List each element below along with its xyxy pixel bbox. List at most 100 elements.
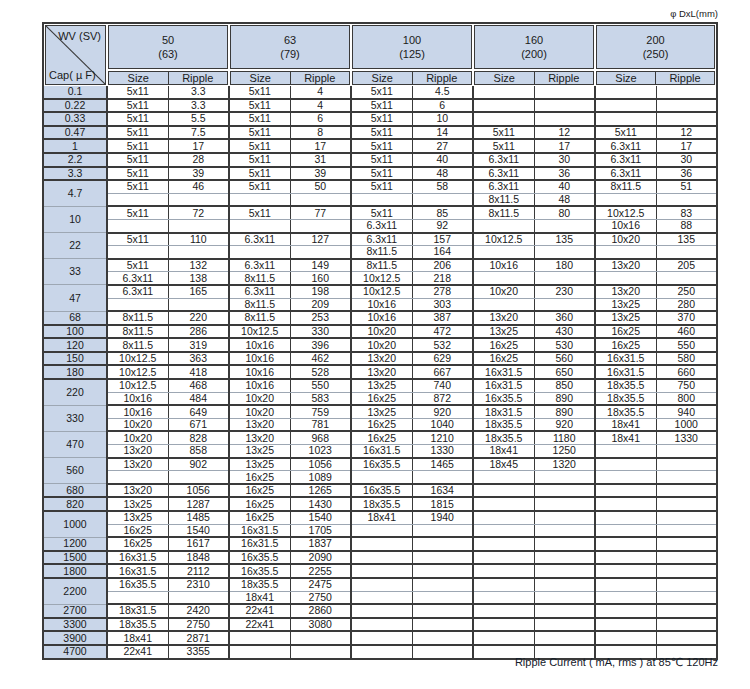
size-cell <box>595 537 656 551</box>
ripple-cell: 31 <box>290 153 351 167</box>
size-cell: 10x12.5 <box>473 233 534 246</box>
ripple-cell <box>168 471 229 484</box>
ripple-cell: 396 <box>290 338 351 352</box>
size-cell <box>595 618 656 632</box>
ripple-cell: 138 <box>168 272 229 285</box>
ripple-cell: 5.5 <box>168 112 229 126</box>
size-cell <box>595 631 656 645</box>
ripple-cell: 14 <box>412 126 473 140</box>
size-cell <box>473 537 534 551</box>
ripple-cell <box>168 193 229 206</box>
size-cell <box>107 471 168 484</box>
size-cell: 13x25 <box>107 511 168 524</box>
size-cell: 8x11.5 <box>107 311 168 325</box>
ripple-cell: 30 <box>534 153 595 167</box>
size-cell: 18x41 <box>107 631 168 645</box>
ripple-cell: 48 <box>534 193 595 206</box>
table-row: 100013x25148516x25154018x411940 <box>43 511 717 524</box>
size-cell: 16x35.5 <box>351 484 412 498</box>
ripple-cell: 550 <box>656 338 717 352</box>
ripple-cell <box>534 246 595 259</box>
size-cell: 5x11 <box>473 126 534 140</box>
size-cell <box>351 193 412 206</box>
table-row: 0.475x117.55x1185x11145x11125x1112 <box>43 126 717 140</box>
size-cell: 16x31.5 <box>473 365 534 379</box>
size-cell: 5x11 <box>229 126 290 140</box>
ripple-cell: 2871 <box>168 631 229 645</box>
ripple-cell <box>656 591 717 604</box>
ripple-cell: 2090 <box>290 551 351 565</box>
ripple-cell: 583 <box>290 392 351 405</box>
ripple-cell: 36 <box>656 167 717 181</box>
ripple-cell: 530 <box>534 338 595 352</box>
ripple-cell <box>412 564 473 578</box>
cap-value: 10 <box>43 206 107 232</box>
ripple-cell: 92 <box>412 219 473 232</box>
cap-value: 3900 <box>43 631 107 645</box>
ripple-cell: 781 <box>290 418 351 431</box>
size-cell: 13x20 <box>595 285 656 298</box>
size-cell: 18x41 <box>229 591 290 604</box>
size-cell <box>351 564 412 578</box>
ripple-cell: 550 <box>290 379 351 392</box>
size-cell: 5x11 <box>107 126 168 140</box>
cap-value: 1500 <box>43 551 107 565</box>
ripple-cell: 430 <box>534 325 595 339</box>
table-row: 688x11.52208x11.525310x1638713x2036013x2… <box>43 311 717 325</box>
ripple-cell <box>534 484 595 498</box>
cap-value: 4.7 <box>43 180 107 206</box>
ripple-cell: 2310 <box>168 578 229 591</box>
size-cell <box>473 564 534 578</box>
size-cell <box>351 471 412 484</box>
size-cell: 6.3x11 <box>229 285 290 298</box>
ripple-cell: 17 <box>290 139 351 153</box>
size-cell: 8x11.5 <box>229 298 290 311</box>
size-cell: 6.3x11 <box>351 233 412 246</box>
ripple-cell <box>534 524 595 537</box>
size-cell: 10x16 <box>229 352 290 366</box>
ripple-cell: 205 <box>656 259 717 272</box>
ripple-cell <box>534 511 595 524</box>
size-cell: 8x11.5 <box>351 259 412 272</box>
size-cell: 5x11 <box>351 206 412 219</box>
size-cell: 18x41 <box>595 431 656 444</box>
size-cell: 10x16 <box>351 298 412 311</box>
size-cell: 5x11 <box>351 153 412 167</box>
size-cell: 5x11 <box>229 167 290 181</box>
cap-value: 1200 <box>43 537 107 551</box>
table-row: 6.3x119210x1688 <box>43 219 717 232</box>
ripple-cell: 560 <box>534 352 595 366</box>
ripple-cell: 1485 <box>168 511 229 524</box>
cap-value: 220 <box>43 379 107 405</box>
size-header: Size <box>475 72 534 84</box>
ripple-cell: 319 <box>168 338 229 352</box>
corner-cell: WV (SV) Cap( µ F) <box>43 23 107 86</box>
ripple-cell: 278 <box>412 285 473 298</box>
size-cell: 18x45 <box>473 458 534 471</box>
ripple-cell <box>168 219 229 232</box>
ripple-cell <box>534 604 595 618</box>
ripple-cell <box>412 645 473 659</box>
ripple-cell: 165 <box>168 285 229 298</box>
ripple-cell: 1940 <box>412 511 473 524</box>
ripple-cell: 27 <box>412 139 473 153</box>
size-cell: 6.3x11 <box>351 219 412 232</box>
size-cell: 10x16 <box>107 405 168 418</box>
wv-value: 200 <box>646 33 664 47</box>
ripple-cell: 77 <box>290 206 351 219</box>
size-cell: 13x25 <box>107 497 168 511</box>
ripple-cell: 286 <box>168 325 229 339</box>
size-cell: 22x41 <box>107 645 168 659</box>
cap-value: 33 <box>43 259 107 285</box>
ripple-cell: 28 <box>168 153 229 167</box>
size-cell <box>595 99 656 113</box>
cap-value: 0.1 <box>43 86 107 99</box>
size-cell: 5x11 <box>107 259 168 272</box>
size-cell: 10x20 <box>595 233 656 246</box>
table-row: 10x2067113x2078116x25104018x35.592018x41… <box>43 418 717 431</box>
ripple-cell: 110 <box>168 233 229 246</box>
size-cell <box>595 272 656 285</box>
cap-value: 2.2 <box>43 153 107 167</box>
size-cell: 16x25 <box>229 484 290 498</box>
size-cell: 13x20 <box>107 458 168 471</box>
